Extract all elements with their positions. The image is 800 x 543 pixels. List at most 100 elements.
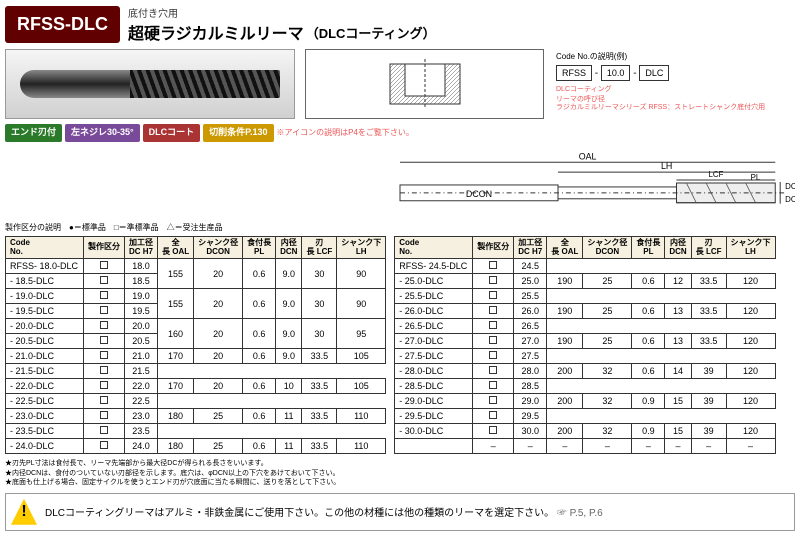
reamer-shape [20, 70, 280, 98]
mfg-cell [84, 259, 125, 274]
mfg-cell [473, 334, 514, 349]
cell: 155 [158, 259, 194, 289]
mfg-cell [84, 379, 125, 394]
cell: – [665, 439, 691, 454]
cell: 0.6 [243, 439, 276, 454]
cell: 39 [691, 364, 726, 379]
cell: 120 [726, 424, 775, 439]
table-2: CodeNo.製作区分加工径DC H7全長 OALシャンク径DCON食付長PL内… [394, 236, 775, 455]
cell: – [632, 439, 665, 454]
cell: 190 [547, 334, 583, 349]
cell: 0.6 [632, 304, 665, 319]
cell: 120 [726, 304, 775, 319]
mfg-cell [473, 304, 514, 319]
mfg-cell [84, 274, 125, 289]
cell: 25 [194, 409, 243, 424]
cell: 10 [276, 379, 302, 394]
dc-cell: 23.0 [125, 409, 158, 424]
cell: 15 [665, 394, 691, 409]
dc-cell: 28.5 [514, 379, 547, 394]
dc-cell: 25.5 [514, 289, 547, 304]
dc-cell: 26.0 [514, 304, 547, 319]
cell: 11 [276, 439, 302, 454]
dim-lcf: LCF [709, 170, 724, 179]
cell: 20 [194, 259, 243, 289]
cell: 190 [547, 274, 583, 289]
code-legend-diagram: Code No.の説明(例) RFSS - 10.0 - DLC DLCコーティ… [554, 49, 795, 119]
code-cell: - 20.5-DLC [6, 334, 84, 349]
code-cell: - 29.0-DLC [395, 394, 473, 409]
mfg-cell [473, 424, 514, 439]
dc-cell: 22.5 [125, 394, 158, 409]
mfg-cell [84, 394, 125, 409]
cell: 90 [337, 259, 386, 289]
note-2: ★底面も仕上げる場合、固定サイクルを使うとエンド刃が穴底面に当たる瞬間に、送りを… [5, 478, 795, 487]
diagrams: Code No.の説明(例) RFSS - 10.0 - DLC DLCコーティ… [305, 49, 795, 119]
mfg-cell [473, 319, 514, 334]
dc-cell: 20.5 [125, 334, 158, 349]
tag-dlc: DLCコート [143, 124, 201, 142]
mfg-cell [473, 349, 514, 364]
cell: – [583, 439, 632, 454]
code-cell: - 22.0-DLC [6, 379, 84, 394]
mfg-legend: 製作区分の説明 ●＝標準品 □＝準標準品 △＝受注生産品 [5, 222, 795, 233]
code-cell: - 28.0-DLC [395, 364, 473, 379]
dc-cell: 30.0 [514, 424, 547, 439]
cell: 33.5 [302, 379, 337, 394]
cell: 30 [302, 289, 337, 319]
footnotes: ★刃先PL寸法は食付長で、リーマ先端部から最大径DCが得られる長さをいいます。 … [5, 459, 795, 486]
subtitle: 底付き穴用 [128, 5, 436, 20]
mfg-cell [473, 379, 514, 394]
legend-title: Code No.の説明(例) [556, 51, 793, 62]
tag-end: エンド刃付 [5, 124, 62, 142]
cell: 39 [691, 394, 726, 409]
mfg-cell [84, 439, 125, 454]
col-header: シャンク下LH [337, 236, 386, 259]
cell: 20 [194, 289, 243, 319]
cell: 120 [726, 394, 775, 409]
cell: 9.0 [276, 289, 302, 319]
cell: 0.6 [243, 409, 276, 424]
title: 超硬ラジカルミルリーマ （DLCコーティング） [128, 20, 436, 44]
header: RFSS-DLC 底付き穴用 超硬ラジカルミルリーマ （DLCコーティング） [5, 5, 795, 44]
cell: 105 [337, 379, 386, 394]
cell: 20 [194, 349, 243, 364]
mfg-cell [84, 334, 125, 349]
col-header: 加工径DC H7 [125, 236, 158, 259]
cell: – [514, 439, 547, 454]
cell: 0.6 [243, 289, 276, 319]
cell: – [473, 439, 514, 454]
dc-cell: 21.0 [125, 349, 158, 364]
cell: 0.9 [632, 424, 665, 439]
dc-cell: 23.5 [125, 424, 158, 439]
cell: 33.5 [691, 304, 726, 319]
mfg-cell [84, 364, 125, 379]
dim-dcon: DCON [466, 189, 492, 199]
cell: 25 [583, 274, 632, 289]
cell: 33.5 [302, 349, 337, 364]
cell: 0.6 [243, 379, 276, 394]
dc-cell: 27.0 [514, 334, 547, 349]
cell: 12 [665, 274, 691, 289]
col-header: 加工径DC H7 [514, 236, 547, 259]
dim-dc: DC [785, 195, 795, 204]
cell: 20 [194, 379, 243, 394]
cell: 32 [583, 364, 632, 379]
cell: 95 [337, 319, 386, 349]
cell: – [726, 439, 775, 454]
cell: 0.6 [632, 334, 665, 349]
dc-cell: 29.0 [514, 394, 547, 409]
cell: 9.0 [276, 319, 302, 349]
cell: 155 [158, 289, 194, 319]
cell: 160 [158, 319, 194, 349]
warning-icon: ! [11, 499, 37, 525]
cell: 200 [547, 364, 583, 379]
code-cell: - 19.0-DLC [6, 289, 84, 304]
col-header: 内径DCN [276, 236, 302, 259]
code-cell: - 22.5-DLC [6, 394, 84, 409]
cell: 11 [276, 409, 302, 424]
col-header: 内径DCN [665, 236, 691, 259]
col-header: CodeNo. [395, 236, 473, 259]
dc-cell: 19.0 [125, 289, 158, 304]
cell: 15 [665, 424, 691, 439]
